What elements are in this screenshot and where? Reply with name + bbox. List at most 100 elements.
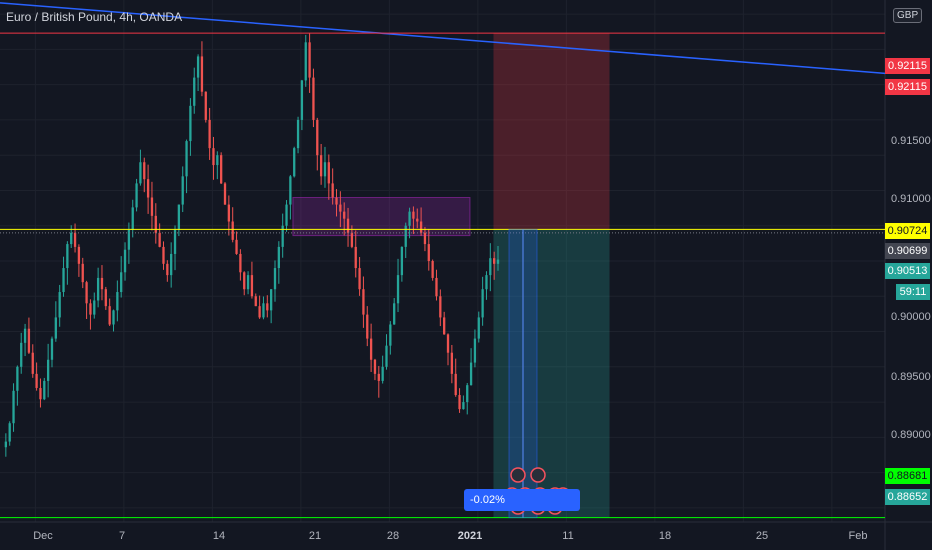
candle-body xyxy=(220,155,223,184)
candle-body xyxy=(304,42,307,81)
candle-body xyxy=(4,441,7,448)
candle-body xyxy=(293,148,296,177)
event-marker xyxy=(510,467,526,483)
candle-body xyxy=(308,42,311,78)
candle-body xyxy=(350,232,354,247)
candle-body xyxy=(331,183,334,198)
candle-body xyxy=(208,119,211,149)
candle-body xyxy=(454,373,457,396)
candle-body xyxy=(335,197,338,205)
candle-body xyxy=(393,303,396,325)
x-tick: Feb xyxy=(848,530,868,542)
candle-body xyxy=(416,218,419,222)
candle-body xyxy=(427,244,430,261)
candle-body xyxy=(177,204,181,230)
candle-body xyxy=(289,176,292,205)
price-tag-target: 0.88681 xyxy=(885,468,930,484)
candle-body xyxy=(46,359,50,381)
candle-body xyxy=(89,303,92,315)
candle-body xyxy=(93,300,96,315)
price-tag-stop-2: 0.92115 xyxy=(885,79,930,95)
candle-body xyxy=(77,246,81,264)
measure-label[interactable]: -0.02% xyxy=(464,489,580,511)
candle-body xyxy=(104,289,107,307)
candle-body xyxy=(254,296,257,307)
candle-body xyxy=(485,275,488,290)
candle-body xyxy=(23,328,27,343)
candle-body xyxy=(193,77,196,106)
candle-body xyxy=(473,338,477,363)
candle-body xyxy=(412,211,415,219)
candle-body xyxy=(27,328,31,353)
y-tick: 0.90000 xyxy=(891,311,931,323)
x-tick: 14 xyxy=(212,530,226,542)
candle-body xyxy=(96,277,100,301)
y-tick: 0.91000 xyxy=(891,193,931,205)
candle-body xyxy=(389,324,392,346)
candle-body xyxy=(58,292,61,318)
candle-body xyxy=(400,246,404,276)
candle-body xyxy=(162,246,165,264)
candle-body xyxy=(158,232,161,247)
candle-body xyxy=(35,373,38,388)
candle-body xyxy=(235,239,238,254)
candle-body xyxy=(16,366,19,391)
x-tick: 11 xyxy=(562,530,574,542)
candle-body xyxy=(246,275,250,290)
x-tick: 28 xyxy=(386,530,400,542)
candle-body xyxy=(73,232,77,247)
candle-body xyxy=(143,162,146,180)
candle-body xyxy=(296,119,300,149)
candle-body xyxy=(419,221,423,233)
candle-body xyxy=(154,215,157,233)
candle-body xyxy=(12,390,15,424)
candle-body xyxy=(216,155,219,166)
candle-body xyxy=(62,268,65,293)
x-tick: 7 xyxy=(118,530,126,542)
candle-body xyxy=(496,259,500,264)
candle-body xyxy=(189,105,192,142)
candle-body xyxy=(139,162,142,184)
candle-body xyxy=(339,204,342,212)
price-tag-stop: 0.92115 xyxy=(885,58,930,74)
candle-body xyxy=(231,221,234,240)
price-tag-low: 0.88652 xyxy=(885,489,930,505)
candle-body xyxy=(81,263,84,283)
y-tick: 0.89500 xyxy=(891,371,931,383)
x-tick: 2021 xyxy=(457,530,483,542)
candle-body xyxy=(116,292,119,311)
candle-body xyxy=(285,204,288,226)
candle-body xyxy=(266,303,269,311)
price-tag-entry: 0.90724 xyxy=(885,223,930,239)
currency-button[interactable]: GBP xyxy=(893,8,923,23)
candle-body xyxy=(439,296,442,318)
candle-body xyxy=(323,162,327,177)
candle-body xyxy=(269,289,273,311)
candle-body xyxy=(100,277,104,290)
candle-body xyxy=(258,306,261,318)
zone-risk xyxy=(493,33,610,230)
candle-body xyxy=(366,314,369,339)
candle-body xyxy=(273,268,277,290)
candle-body xyxy=(369,338,373,360)
candle-body xyxy=(127,229,131,250)
candle-body xyxy=(277,246,280,269)
candle-body xyxy=(135,183,138,208)
candle-body xyxy=(462,402,465,410)
candle-body xyxy=(166,263,169,276)
candle-body xyxy=(385,345,388,367)
price-tag-last: 0.90513 xyxy=(885,263,930,279)
candle-body xyxy=(489,258,492,276)
candle-body xyxy=(170,253,173,276)
candle-body xyxy=(446,334,450,353)
candle-body xyxy=(54,317,57,339)
candle-body xyxy=(423,232,427,245)
candle-body xyxy=(181,176,184,205)
countdown-tag: 59:11 xyxy=(896,284,930,300)
candle-body xyxy=(312,77,315,120)
candle-body xyxy=(239,253,242,273)
candle-body xyxy=(443,317,446,335)
candle-body xyxy=(327,162,330,184)
candle-body xyxy=(316,119,319,156)
